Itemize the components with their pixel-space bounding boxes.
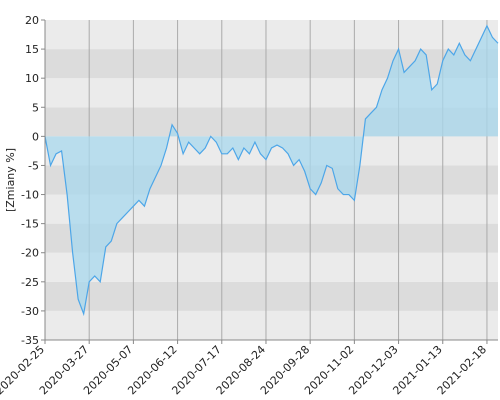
- y-tick-label: -25: [21, 276, 39, 289]
- y-tick-label: -10: [21, 189, 39, 202]
- grid-band: [45, 20, 498, 50]
- y-tick-label: 0: [32, 130, 39, 143]
- y-tick-label: -35: [21, 334, 39, 347]
- y-tick-label: -15: [21, 218, 39, 231]
- y-tick-label: -30: [21, 305, 39, 318]
- grid-band: [45, 310, 498, 340]
- y-tick-label: -20: [21, 247, 39, 260]
- y-tick-label: 20: [25, 14, 39, 27]
- y-tick-label: 15: [25, 43, 39, 56]
- line: [44, 24, 499, 317]
- grid-band: [45, 49, 498, 79]
- y-tick-label: 5: [32, 101, 39, 114]
- grid-band: [45, 223, 498, 253]
- y-tick-label: 10: [25, 72, 39, 85]
- y-tick-label: -5: [28, 159, 39, 172]
- grid-band: [45, 252, 498, 282]
- grid-band: [45, 281, 498, 311]
- area: [45, 25, 498, 314]
- y-axis-title: [Zmiany %]: [4, 148, 17, 212]
